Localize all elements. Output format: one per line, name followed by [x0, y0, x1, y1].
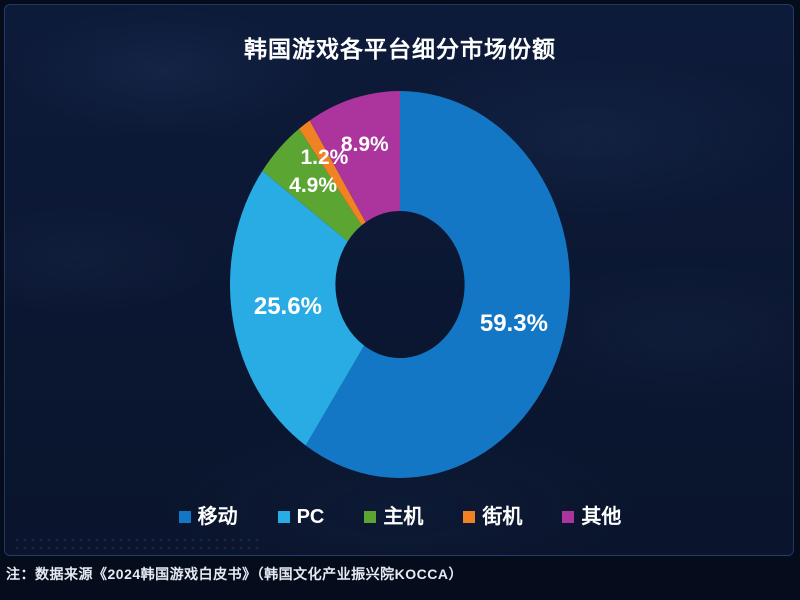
legend-item-arcade: 街机 [463, 507, 522, 527]
slice-value-label-arcade: 1.2% [300, 146, 349, 170]
pie-slice-arcade [299, 120, 366, 226]
legend-label-other: 其他 [581, 506, 622, 528]
legend-swatch-arcade [463, 511, 476, 523]
halftone-dots-decoration [13, 536, 263, 552]
donut-chart [230, 91, 570, 478]
legend-label-arcade: 街机 [482, 506, 523, 528]
legend-label-pc: PC [296, 506, 325, 528]
legend-label-mobile: 移动 [197, 506, 238, 528]
slice-value-label-mobile: 59.3% [479, 309, 548, 337]
legend-swatch-other [562, 511, 575, 523]
legend-swatch-pc [277, 511, 290, 523]
pie-slice-console [262, 128, 362, 242]
legend-item-mobile: 移动 [178, 506, 238, 528]
source-note: 注：数据来源《2024韩国游戏白皮书》（韩国文化产业振兴院KOCCA） [6, 566, 463, 582]
pie-slice-other [309, 91, 400, 223]
legend-item-pc: PC [277, 506, 325, 528]
slice-value-label-console: 4.9% [289, 174, 338, 198]
pie-slice-mobile [305, 91, 570, 478]
chart-title: 韩国游戏各平台细分市场份额 [244, 36, 556, 62]
legend-label-console: 主机 [383, 506, 424, 528]
legend-item-other: 其他 [562, 507, 621, 527]
slice-value-label-pc: 25.6% [253, 293, 322, 321]
legend-swatch-mobile [178, 511, 191, 523]
pie-slice-pc [230, 170, 365, 446]
slice-value-label-other: 8.9% [340, 133, 389, 156]
legend-item-console: 主机 [364, 507, 423, 527]
legend-swatch-console [364, 511, 377, 523]
chart-legend: 移动 PC 主机 街机 其他 [0, 507, 800, 527]
